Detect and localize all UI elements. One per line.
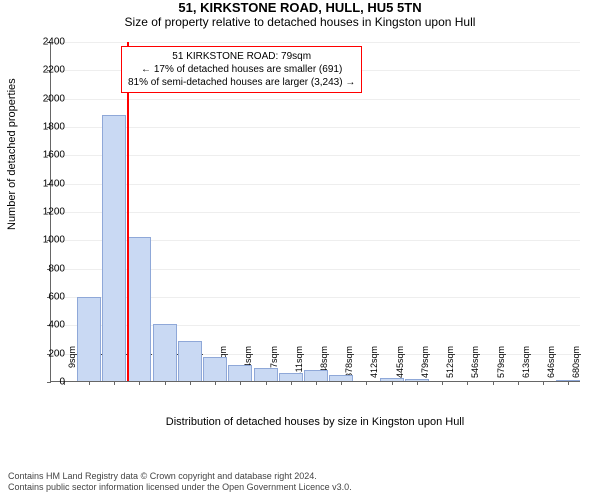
bar bbox=[304, 370, 328, 381]
xtick-mark bbox=[215, 381, 216, 385]
footer-line2: Contains public sector information licen… bbox=[8, 482, 352, 494]
bar bbox=[77, 297, 101, 381]
xtick-mark bbox=[165, 381, 166, 385]
xtick-mark bbox=[493, 381, 494, 385]
bar bbox=[153, 324, 177, 381]
xtick-mark bbox=[467, 381, 468, 385]
bar bbox=[102, 115, 126, 381]
annotation-box: 51 KIRKSTONE ROAD: 79sqm← 17% of detache… bbox=[121, 46, 362, 93]
xtick-mark bbox=[266, 381, 267, 385]
xtick-mark bbox=[543, 381, 544, 385]
xtick-mark bbox=[568, 381, 569, 385]
annotation-line2: ← 17% of detached houses are smaller (69… bbox=[128, 63, 355, 76]
bar bbox=[228, 365, 252, 381]
bar bbox=[178, 341, 202, 381]
annotation-line1: 51 KIRKSTONE ROAD: 79sqm bbox=[128, 50, 355, 63]
xtick-mark bbox=[240, 381, 241, 385]
bar bbox=[556, 380, 580, 381]
bar bbox=[405, 379, 429, 381]
xtick-mark bbox=[114, 381, 115, 385]
page-subtitle: Size of property relative to detached ho… bbox=[0, 15, 600, 29]
bar bbox=[254, 368, 278, 381]
footer-attribution: Contains HM Land Registry data © Crown c… bbox=[8, 471, 352, 494]
xtick-mark bbox=[518, 381, 519, 385]
xtick-mark bbox=[190, 381, 191, 385]
annotation-line3: 81% of semi-detached houses are larger (… bbox=[128, 76, 355, 89]
xtick-mark bbox=[316, 381, 317, 385]
bar bbox=[380, 378, 404, 381]
x-axis-label: Distribution of detached houses by size … bbox=[50, 416, 580, 428]
xtick-mark bbox=[341, 381, 342, 385]
xtick-mark bbox=[139, 381, 140, 385]
bar bbox=[203, 357, 227, 381]
y-axis-label: Number of detached properties bbox=[6, 78, 18, 230]
chart-area: 51 KIRKSTONE ROAD: 79sqm← 17% of detache… bbox=[50, 42, 580, 432]
xtick-mark bbox=[442, 381, 443, 385]
bar bbox=[127, 237, 151, 382]
page-title: 51, KIRKSTONE ROAD, HULL, HU5 5TN bbox=[0, 0, 600, 15]
xtick-mark bbox=[291, 381, 292, 385]
xtick-mark bbox=[417, 381, 418, 385]
footer-line1: Contains HM Land Registry data © Crown c… bbox=[8, 471, 352, 483]
xtick-mark bbox=[89, 381, 90, 385]
xtick-mark bbox=[366, 381, 367, 385]
bar bbox=[329, 375, 353, 381]
plot-area: 51 KIRKSTONE ROAD: 79sqm← 17% of detache… bbox=[50, 42, 580, 382]
xtick-mark bbox=[392, 381, 393, 385]
bar bbox=[279, 373, 303, 382]
